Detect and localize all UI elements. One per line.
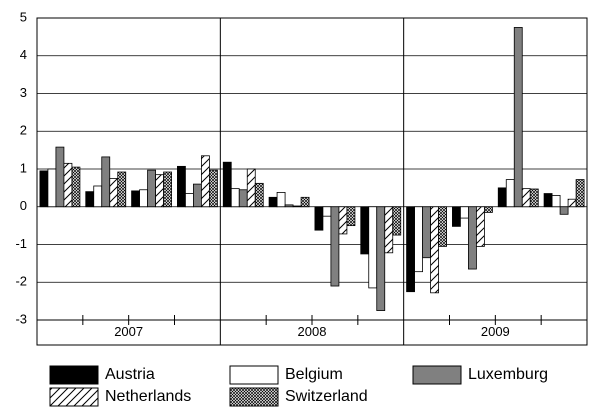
bar [222,161,232,208]
bar [71,166,81,208]
bar [452,206,461,227]
bar [384,206,394,254]
bar [254,182,264,208]
bar [314,206,324,231]
legend-label: Belgium [285,366,343,383]
bar [292,205,302,208]
bar [63,162,73,208]
bar [529,188,539,208]
bar [155,174,164,208]
x-group-label: 2007 [114,324,143,339]
bar [322,206,332,217]
bar [193,183,202,208]
bar [575,179,585,208]
bar [246,168,256,208]
legend-label: Luxemburg [468,366,548,383]
bar [551,195,561,208]
bar [163,171,172,208]
bar [346,206,356,227]
legend-swatch [49,365,99,385]
bar [47,168,57,208]
x-group-label: 2008 [298,324,327,339]
plot-frame [36,17,588,346]
bar [230,188,240,208]
legend-label: Switzerland [285,388,368,405]
legend-swatch [49,387,99,407]
y-tick-label: 2 [20,123,27,138]
bar [93,185,103,208]
legend-swatch [412,365,462,385]
bar [484,206,493,213]
y-tick-label: -3 [15,311,27,326]
bar [238,189,248,208]
bar [117,171,127,208]
bar [109,178,119,208]
bar [559,206,569,215]
bar [414,206,423,273]
y-tick-label: 5 [20,9,27,24]
bar [476,206,485,247]
bar [39,170,49,208]
bar [55,146,65,208]
bar [101,156,111,208]
legend-swatch [229,387,279,407]
bar [209,169,218,208]
bar [201,155,210,208]
bar [284,204,294,208]
bar [567,198,577,208]
bar [438,206,447,247]
bar [376,206,386,311]
bar [139,189,148,208]
bar [521,188,531,208]
bar [513,27,523,208]
bar [276,192,286,208]
y-tick-label: 3 [20,85,27,100]
bar [505,179,515,208]
bar [422,206,431,259]
bar [268,196,278,208]
x-group-label: 2009 [481,324,510,339]
y-tick-label: 0 [20,198,27,213]
bar [185,193,194,208]
bar [85,191,95,208]
bar [497,187,507,208]
bar [300,196,310,208]
bar [368,206,378,289]
y-tick-label: -2 [15,274,27,289]
legend-swatch [229,365,279,385]
bar [147,169,156,208]
bar [543,193,553,208]
bar [430,206,439,294]
bar [338,206,348,235]
bar [392,206,402,236]
legend-label: Austria [105,366,155,383]
bar [330,206,340,287]
bar [360,206,370,255]
bar [177,165,186,208]
legend-label: Netherlands [105,388,191,405]
y-tick-label: -1 [15,236,27,251]
bar [468,206,477,270]
y-tick-label: 1 [20,160,27,175]
bar [131,190,140,208]
y-tick-label: 4 [20,47,27,62]
bar [460,206,469,219]
bar [406,206,415,293]
